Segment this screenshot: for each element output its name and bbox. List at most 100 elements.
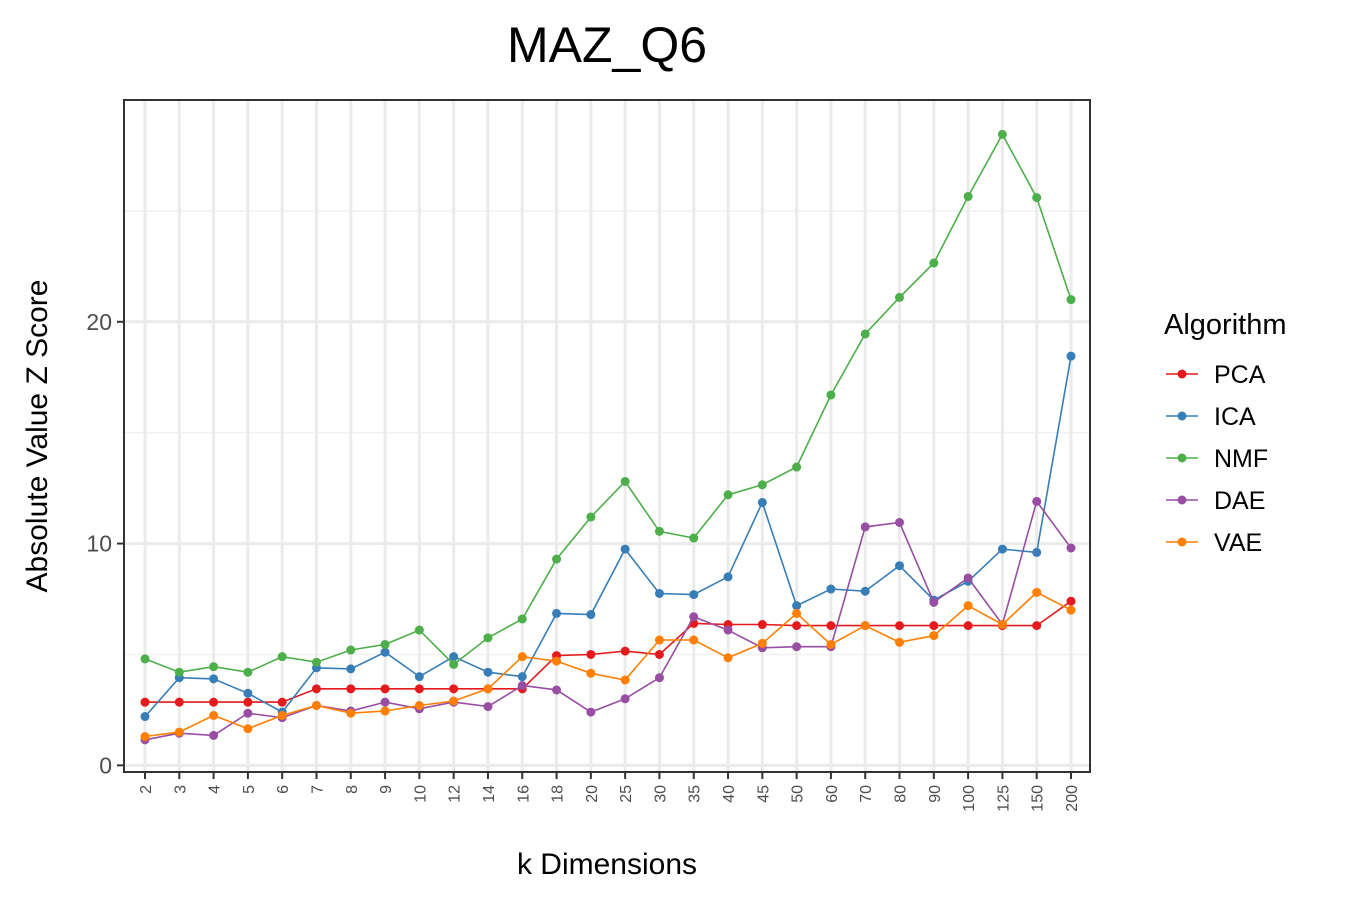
data-point-ica: [997, 544, 1007, 554]
data-point-vae: [517, 652, 527, 662]
data-point-pca: [1066, 596, 1076, 606]
series-layer: [140, 129, 1076, 745]
data-point-ica: [483, 667, 493, 677]
data-point-pca: [792, 621, 802, 631]
data-point-dae: [792, 642, 802, 652]
legend-item-vae: VAE: [1166, 529, 1262, 557]
data-point-nmf: [620, 476, 630, 486]
data-point-nmf: [654, 526, 664, 536]
data-point-vae: [1032, 587, 1042, 597]
data-point-dae: [552, 685, 562, 695]
data-point-vae: [792, 608, 802, 618]
grid: [124, 100, 1090, 772]
x-tick-label: 4: [207, 785, 224, 794]
series-pca: [140, 596, 1076, 707]
x-tick-label: 35: [687, 785, 704, 803]
series-line-vae: [144, 591, 1072, 738]
y-tick-label: 0: [99, 752, 112, 778]
legend-label: PCA: [1214, 361, 1266, 389]
data-point-dae: [654, 673, 664, 683]
x-tick-label: 150: [1030, 785, 1047, 812]
data-point-pca: [963, 621, 973, 631]
data-point-vae: [723, 653, 733, 663]
data-point-dae: [895, 517, 905, 527]
data-point-pca: [620, 646, 630, 656]
series-line-ica: [144, 356, 1072, 718]
data-point-dae: [1032, 496, 1042, 506]
data-point-ica: [209, 674, 219, 684]
x-tick-label: 125: [995, 785, 1012, 812]
x-tick-label: 45: [755, 785, 772, 803]
x-tick-label: 80: [893, 785, 910, 803]
data-point-dae: [586, 707, 596, 717]
data-point-nmf: [586, 512, 596, 522]
legend-key-point: [1177, 411, 1187, 421]
data-point-ica: [620, 544, 630, 554]
data-point-vae: [654, 635, 664, 645]
data-point-vae: [997, 620, 1007, 630]
data-point-pca: [209, 697, 219, 707]
data-point-nmf: [929, 258, 939, 268]
data-point-vae: [586, 668, 596, 678]
legend-key-point: [1177, 495, 1187, 505]
x-axis-title: k Dimensions: [517, 848, 697, 881]
data-point-nmf: [963, 191, 973, 201]
x-tick-label: 7: [309, 785, 326, 794]
data-point-nmf: [723, 490, 733, 500]
data-point-pca: [243, 697, 253, 707]
series-line-dae: [144, 499, 1072, 741]
data-point-nmf: [243, 667, 253, 677]
data-point-pca: [174, 697, 184, 707]
data-point-ica: [1066, 351, 1076, 361]
data-point-nmf: [997, 129, 1007, 139]
series-line-nmf: [144, 132, 1072, 674]
data-point-ica: [552, 608, 562, 618]
data-point-ica: [449, 652, 459, 662]
y-tick-label: 20: [86, 309, 112, 335]
data-point-ica: [654, 588, 664, 598]
chart-title: MAZ_Q6: [507, 17, 707, 73]
data-point-vae: [174, 727, 184, 737]
data-point-vae: [757, 638, 767, 648]
data-point-nmf: [380, 639, 390, 649]
x-tick-label: 9: [378, 785, 395, 794]
data-point-vae: [860, 621, 870, 631]
data-point-pca: [1032, 621, 1042, 631]
data-point-vae: [380, 706, 390, 716]
x-tick-label: 3: [172, 785, 189, 794]
data-point-ica: [895, 561, 905, 571]
data-point-nmf: [552, 554, 562, 564]
data-point-vae: [140, 732, 150, 742]
data-point-nmf: [311, 657, 321, 667]
data-point-nmf: [346, 645, 356, 655]
data-point-vae: [620, 675, 630, 685]
x-tick-label: 90: [927, 785, 944, 803]
x-tick-label: 70: [858, 785, 875, 803]
data-point-vae: [346, 708, 356, 718]
x-tick-label: 20: [584, 785, 601, 803]
data-point-dae: [929, 597, 939, 607]
x-tick-label: 60: [824, 785, 841, 803]
data-point-vae: [1066, 605, 1076, 615]
data-point-dae: [689, 612, 699, 622]
data-point-dae: [620, 694, 630, 704]
data-point-vae: [414, 700, 424, 710]
series-nmf: [140, 129, 1076, 677]
data-point-nmf: [895, 292, 905, 302]
data-point-vae: [689, 635, 699, 645]
x-axis: 2 3 4 5 6 7 8 9 10 12 14 16 18 20 25 30 35 40 45 50 60 70 80 90…: [138, 772, 1081, 812]
x-tick-label: 8: [344, 785, 361, 794]
data-point-nmf: [414, 625, 424, 635]
data-point-pca: [346, 684, 356, 694]
data-point-dae: [723, 625, 733, 635]
data-point-nmf: [860, 329, 870, 339]
data-point-dae: [860, 522, 870, 532]
data-point-pca: [380, 684, 390, 694]
data-point-ica: [517, 672, 527, 682]
x-tick-label: 14: [481, 785, 498, 803]
y-axis: 0 10 20: [86, 309, 124, 778]
x-tick-label: 10: [412, 785, 429, 803]
data-point-nmf: [792, 462, 802, 472]
data-point-ica: [140, 712, 150, 722]
x-tick-label: 6: [275, 785, 292, 794]
